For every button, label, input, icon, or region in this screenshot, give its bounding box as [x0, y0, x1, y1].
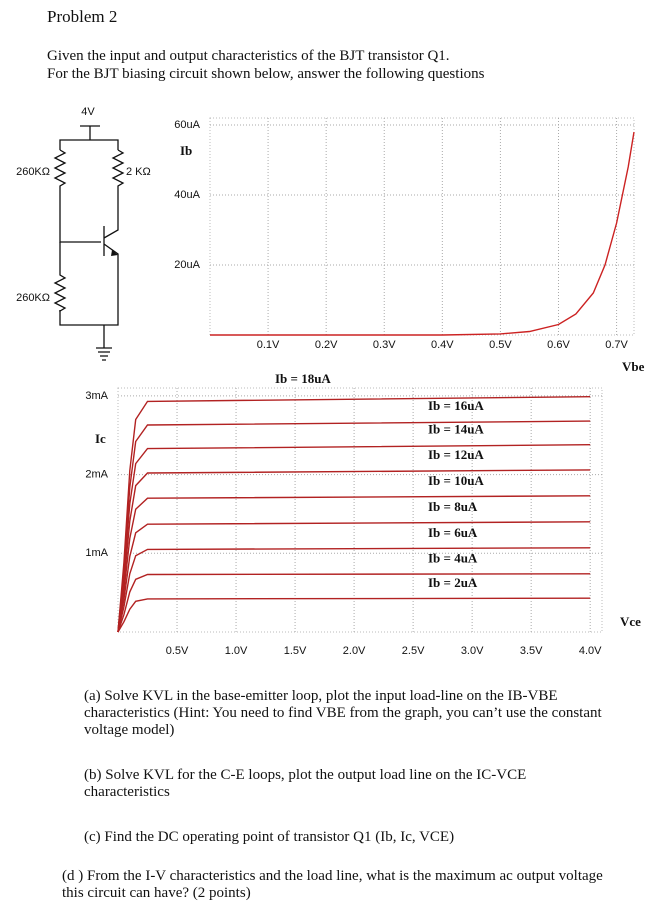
plot-area — [117, 387, 603, 633]
curve-label: Ib = 12uA — [428, 447, 484, 462]
resistor — [53, 149, 101, 243]
x-axis-label: Vce — [620, 614, 641, 629]
resistor — [53, 242, 67, 313]
arrow — [111, 250, 118, 256]
curve — [117, 597, 591, 633]
curve — [117, 444, 591, 633]
x-tick-label: 1.5V — [284, 645, 307, 657]
curve — [117, 521, 591, 633]
curve-label: Ib = 16uA — [428, 398, 484, 413]
x-tick-label: 3.0V — [461, 645, 484, 657]
transistor — [59, 149, 125, 326]
resistor-label: 260KΩ — [16, 292, 50, 304]
curve — [117, 573, 591, 633]
curve-label: Ib = 14uA — [428, 422, 484, 437]
x-tick-label: 0.3V — [373, 339, 396, 351]
question: (d ) From the I-V characteristics and th… — [62, 868, 603, 901]
intro-line: For the BJT biasing circuit shown below,… — [47, 66, 485, 82]
x-tick-label: 2.5V — [402, 645, 425, 657]
x-tick-label: 0.6V — [547, 339, 570, 351]
curve-label: Ib = 8uA — [428, 499, 478, 514]
x-tick-label: 2.0V — [343, 645, 366, 657]
curve-label: Ib = 4uA — [428, 551, 478, 566]
curve — [117, 547, 591, 633]
curve-label: Ib = 6uA — [428, 525, 478, 540]
x-tick-label: 0.5V — [489, 339, 512, 351]
y-axis-label: Ib — [180, 143, 192, 158]
question: (b) Solve KVL for the C-E loops, plot th… — [84, 767, 527, 800]
x-axis-label: Vbe — [622, 359, 645, 374]
intro-line: Given the input and output characteristi… — [47, 48, 450, 64]
curve-label: Ib = 10uA — [428, 473, 484, 488]
x-tick-label: 0.7V — [605, 339, 628, 351]
question: (a) Solve KVL in the base-emitter loop, … — [84, 688, 602, 738]
plot-area — [209, 117, 635, 336]
curve — [210, 131, 635, 336]
curve — [117, 495, 591, 633]
resistor-label: 260KΩ — [16, 166, 50, 178]
y-tick-label: 20uA — [174, 259, 200, 271]
curve-label: Ib = 18uA — [275, 371, 331, 386]
y-tick-label: 2mA — [85, 468, 108, 480]
x-tick-label: 0.5V — [166, 645, 189, 657]
y-tick-label: 3mA — [85, 390, 108, 402]
supply-label: 4V — [81, 106, 95, 118]
x-tick-label: 3.5V — [520, 645, 543, 657]
question: (c) Find the DC operating point of trans… — [84, 829, 455, 845]
x-tick-label: 0.4V — [431, 339, 454, 351]
ground — [96, 325, 112, 361]
title: Problem 2 — [47, 7, 118, 26]
x-tick-label: 1.0V — [225, 645, 248, 657]
curve — [117, 469, 591, 633]
y-tick-label: 40uA — [174, 189, 200, 201]
y-axis-label: Ic — [95, 431, 106, 446]
x-tick-label: 0.1V — [257, 339, 280, 351]
circuit: 4V 260KΩ 2 KΩ 260KΩ — [16, 106, 151, 361]
y-tick-label: 1mA — [85, 547, 108, 559]
resistor-label: 2 KΩ — [126, 166, 151, 178]
x-tick-label: 4.0V — [579, 645, 602, 657]
wire — [59, 125, 119, 150]
x-tick-label: 0.2V — [315, 339, 338, 351]
curve-label: Ib = 2uA — [428, 575, 478, 590]
y-tick-label: 60uA — [174, 119, 200, 131]
